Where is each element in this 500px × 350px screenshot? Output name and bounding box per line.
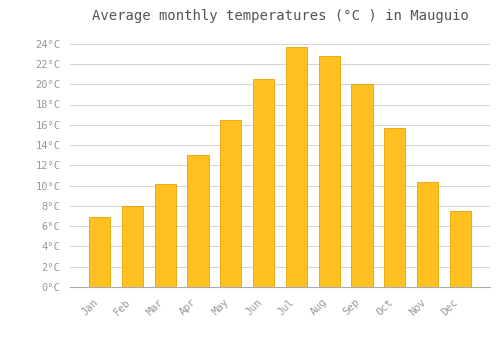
Bar: [89, 217, 110, 287]
Bar: [154, 184, 176, 287]
Bar: [122, 206, 143, 287]
Bar: [450, 211, 471, 287]
Title: Average monthly temperatures (°C ) in Mauguio: Average monthly temperatures (°C ) in Ma…: [92, 9, 468, 23]
Bar: [417, 182, 438, 287]
Bar: [220, 120, 242, 287]
Bar: [286, 47, 307, 287]
Bar: [253, 79, 274, 287]
Bar: [318, 56, 340, 287]
Bar: [384, 128, 406, 287]
Bar: [188, 155, 208, 287]
Bar: [352, 84, 372, 287]
